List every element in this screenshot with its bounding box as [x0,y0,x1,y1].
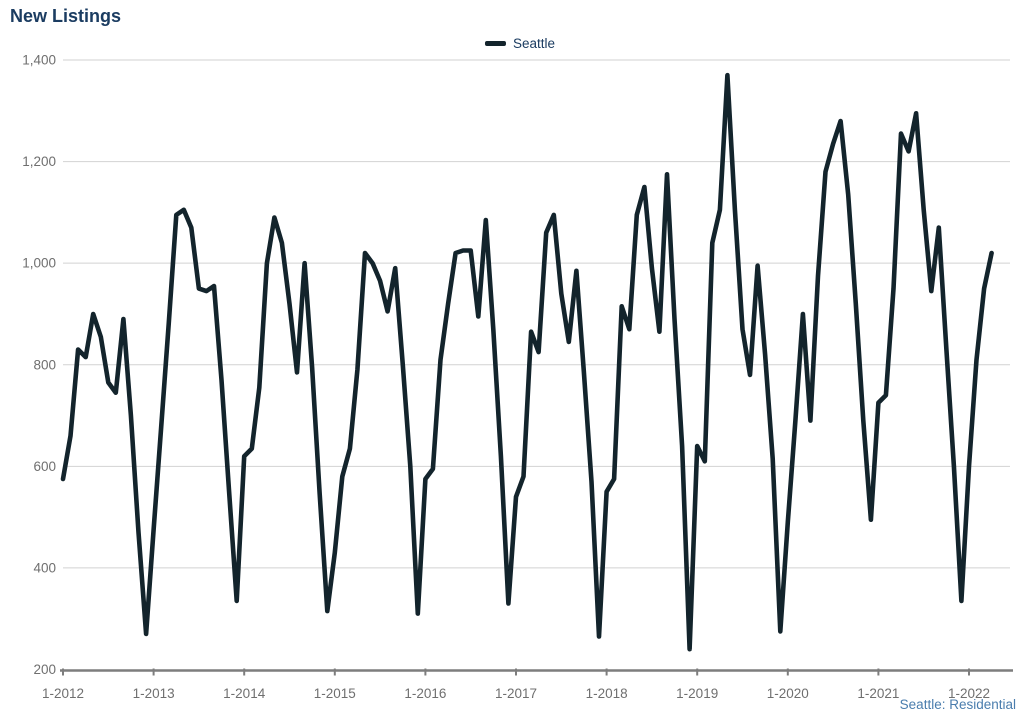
y-tick-label: 400 [33,560,56,575]
y-tick-label: 800 [33,357,56,372]
x-tick-label: 1-2022 [948,686,990,701]
series-line-seattle [60,72,994,652]
x-tick-label: 1-2021 [857,686,899,701]
chart-title: New Listings [10,6,122,26]
y-tick-label: 600 [33,459,56,474]
x-tick-label: 1-2016 [404,686,446,701]
y-tick-label: 1,000 [22,256,56,271]
legend-item-seattle[interactable]: Seattle [512,36,556,51]
x-tick-label: 1-2018 [586,686,628,701]
x-tick-label: 1-2014 [223,686,266,701]
x-tick-label: 1-2012 [42,686,84,701]
chart-footnote: Seattle: Residential [899,697,1016,712]
y-tick-label: 1,200 [22,154,56,169]
y-tick-label: 1,400 [22,53,56,68]
x-tick-label: 1-2013 [133,686,175,701]
legend: Seattle [484,36,556,51]
x-tick-label: 1-2015 [314,686,356,701]
x-tick-label: 1-2020 [767,686,809,701]
x-tick-label: 1-2019 [676,686,718,701]
x-tick-label: 1-2017 [495,686,537,701]
y-tick-label: 200 [33,662,56,677]
legend-line-swatch [484,41,506,46]
